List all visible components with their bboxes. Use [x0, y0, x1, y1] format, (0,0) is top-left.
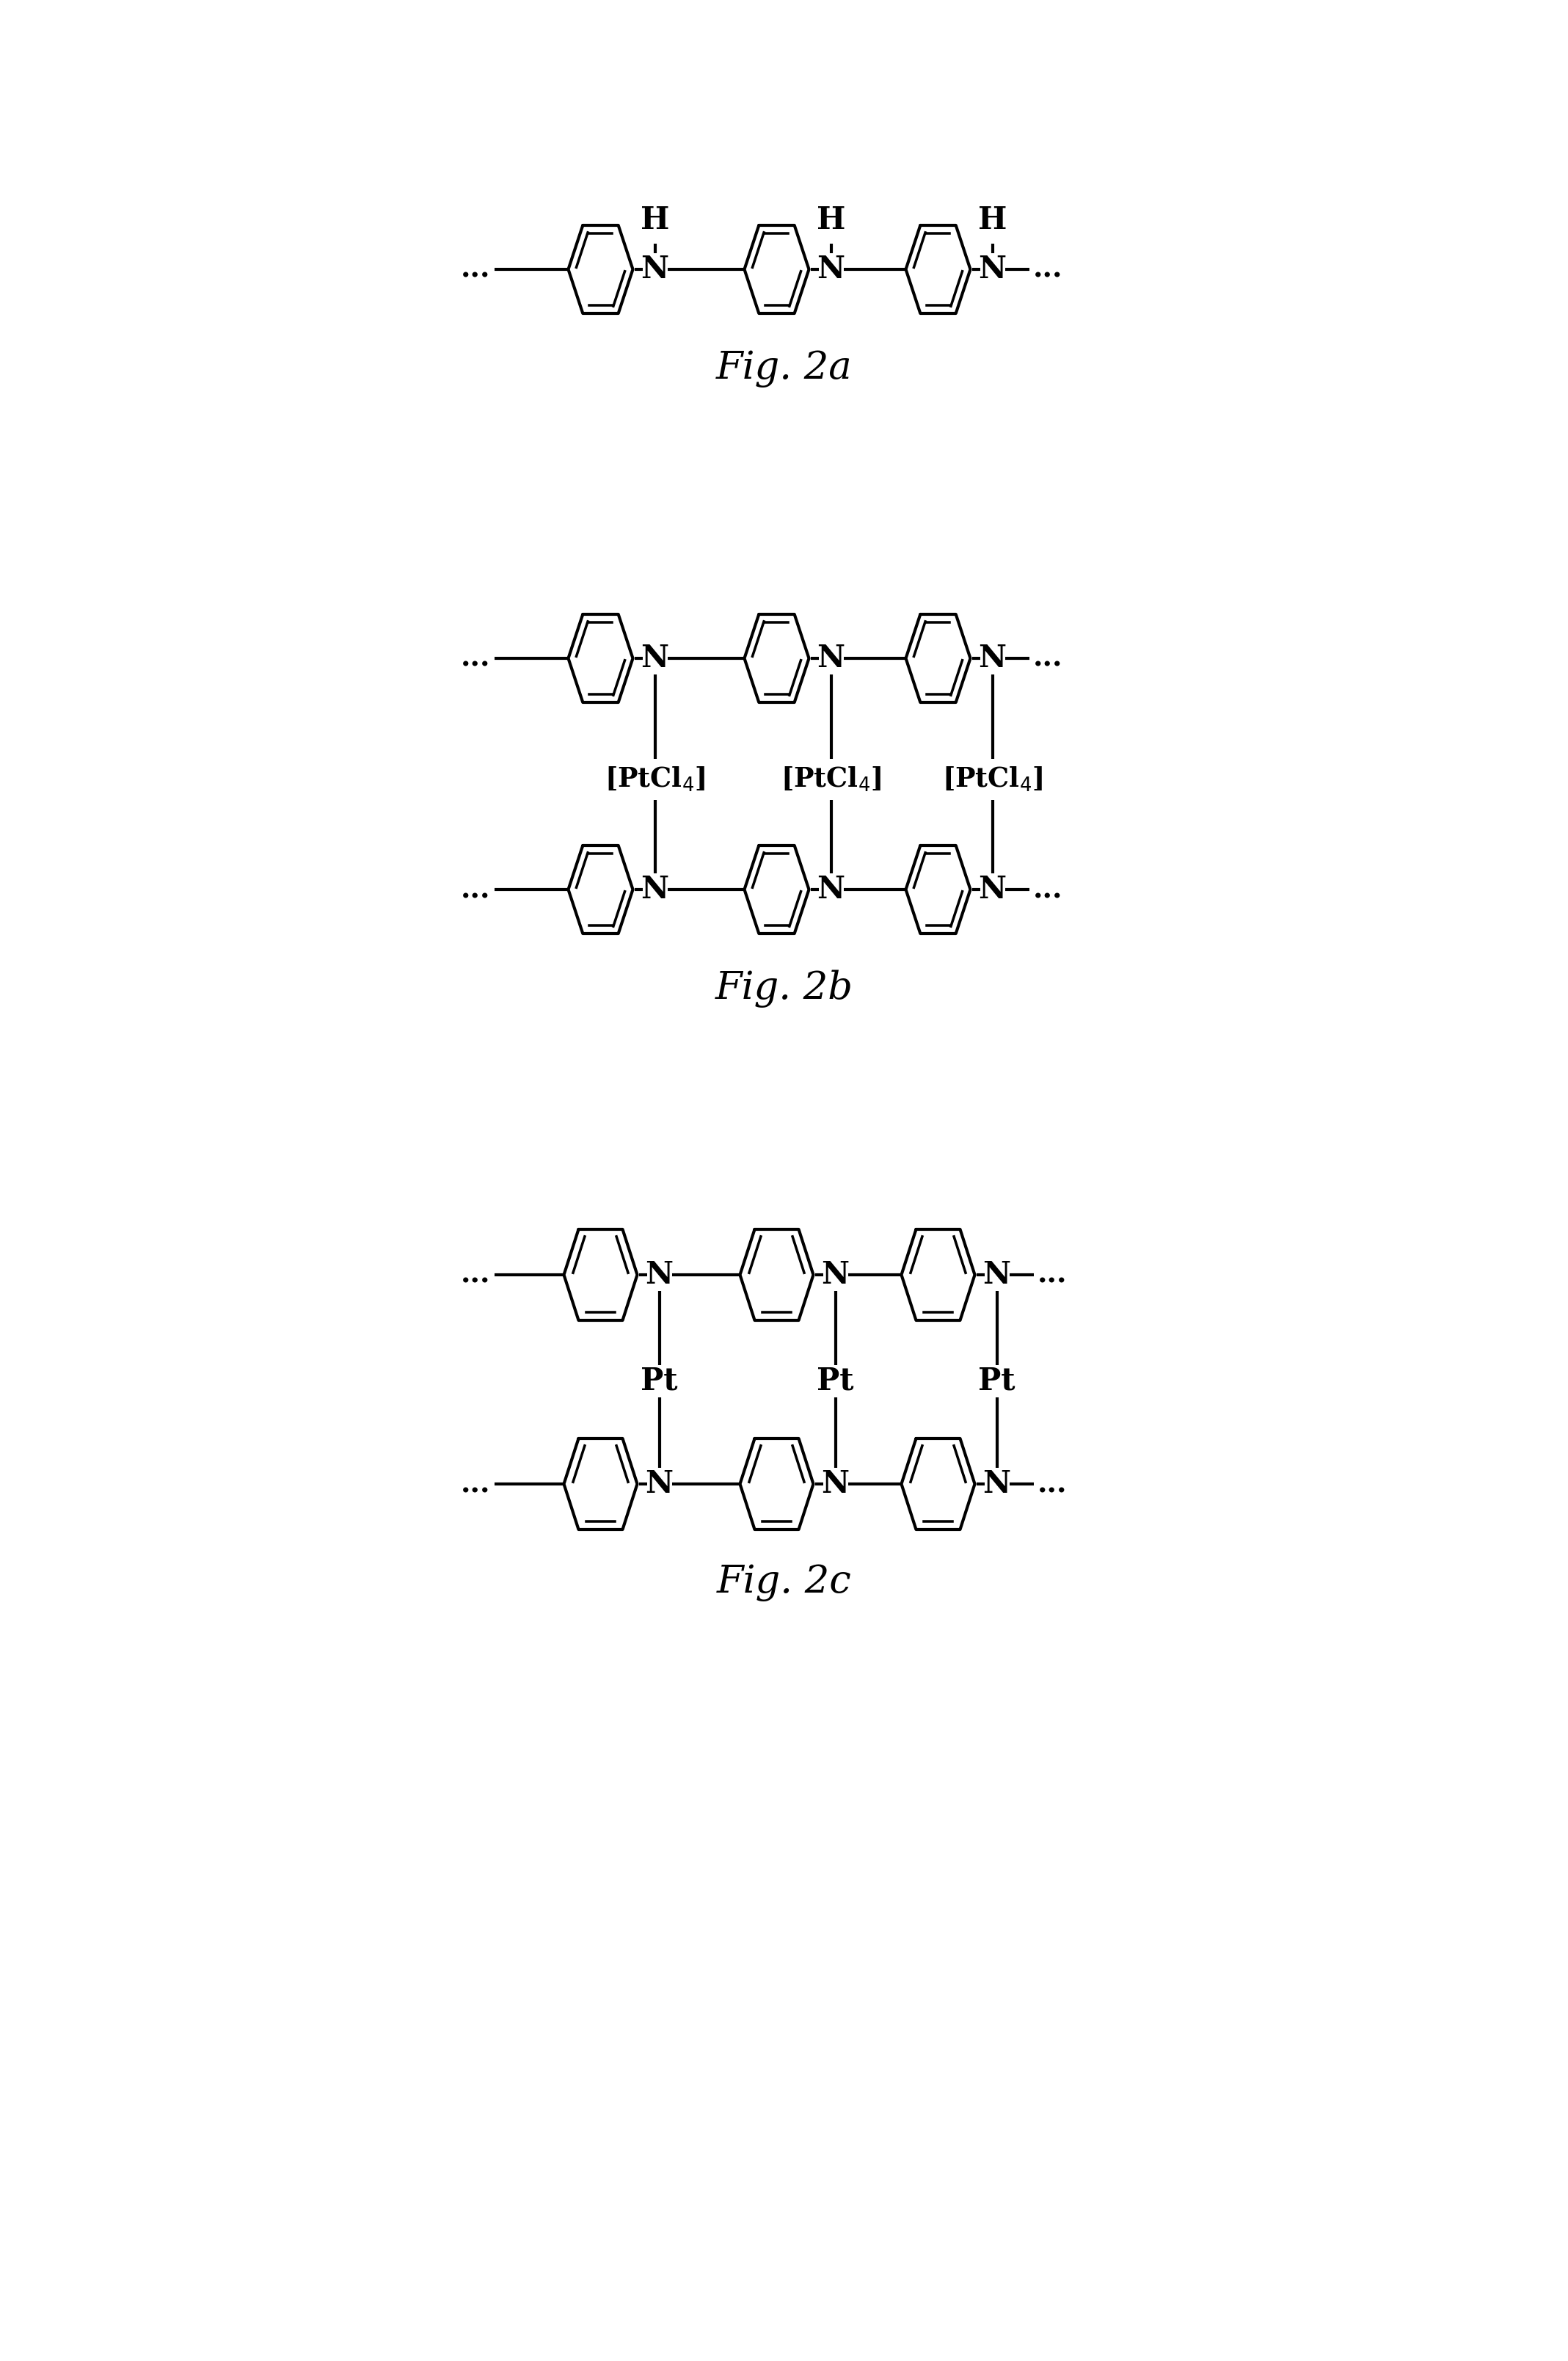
Text: Fig. 2a: Fig. 2a [717, 349, 851, 387]
Text: N: N [641, 874, 670, 904]
Text: ...: ... [1036, 1261, 1066, 1289]
Text: Pt: Pt [978, 1365, 1016, 1398]
Text: [PtCl$_4$]: [PtCl$_4$] [942, 765, 1043, 793]
Text: ...: ... [461, 1261, 491, 1289]
Text: H: H [817, 205, 845, 236]
Text: Fig. 2b: Fig. 2b [715, 970, 853, 1008]
Text: N: N [817, 255, 845, 286]
Text: ...: ... [1033, 876, 1063, 904]
Text: N: N [978, 255, 1007, 286]
Text: N: N [646, 1469, 673, 1499]
Text: H: H [978, 205, 1007, 236]
Text: ...: ... [1036, 1471, 1066, 1497]
Text: N: N [822, 1258, 850, 1289]
Text: ...: ... [461, 1471, 491, 1497]
Text: ...: ... [461, 876, 491, 904]
Text: N: N [983, 1258, 1011, 1289]
Text: [PtCl$_4$]: [PtCl$_4$] [781, 765, 881, 793]
Text: N: N [641, 642, 670, 673]
Text: Pt: Pt [817, 1365, 855, 1398]
Text: ...: ... [1033, 255, 1063, 283]
Text: N: N [978, 874, 1007, 904]
Text: N: N [646, 1258, 673, 1289]
Text: H: H [640, 205, 670, 236]
Text: ...: ... [461, 645, 491, 673]
Text: N: N [822, 1469, 850, 1499]
Text: N: N [978, 642, 1007, 673]
Text: N: N [817, 642, 845, 673]
Text: Pt: Pt [641, 1365, 677, 1398]
Text: [PtCl$_4$]: [PtCl$_4$] [605, 765, 706, 793]
Text: N: N [641, 255, 670, 286]
Text: N: N [817, 874, 845, 904]
Text: N: N [983, 1469, 1011, 1499]
Text: ...: ... [1033, 645, 1063, 673]
Text: Fig. 2c: Fig. 2c [717, 1565, 851, 1601]
Text: ...: ... [461, 255, 491, 283]
